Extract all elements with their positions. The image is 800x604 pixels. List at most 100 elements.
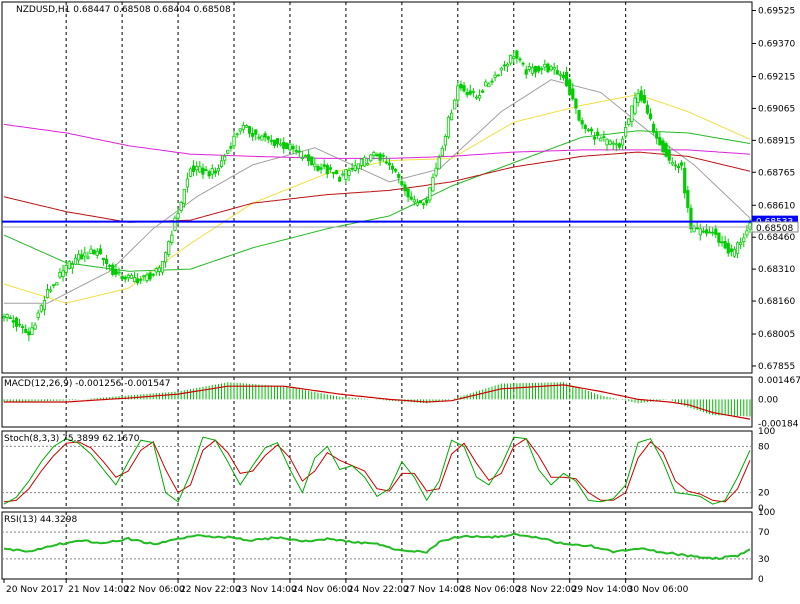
candle <box>325 163 329 179</box>
candle-body-bull <box>509 54 513 64</box>
candle <box>120 274 124 280</box>
candle <box>55 282 59 286</box>
price-tick-label: 0.69065 <box>758 104 795 114</box>
candle-body-bear <box>403 184 407 192</box>
x-tick-label: 29 Nov 14:00 <box>572 585 633 595</box>
candle-body-bear <box>655 131 659 139</box>
candle-body-bear <box>658 137 662 146</box>
candle-body-bear <box>400 181 404 186</box>
candle <box>58 268 62 280</box>
candle <box>17 318 22 328</box>
candle <box>617 142 622 150</box>
candle <box>27 327 31 342</box>
candle-body-bull <box>195 166 199 171</box>
candle-body-bull <box>474 96 479 99</box>
candle <box>375 152 379 158</box>
candle-body-bear <box>338 176 342 182</box>
candle-body-bull <box>549 66 553 71</box>
candle <box>390 163 395 174</box>
candle-body-bear <box>639 90 643 101</box>
candle <box>717 232 721 247</box>
price-tick-label: 0.67855 <box>758 362 795 372</box>
candle <box>129 273 134 280</box>
candle-body-bear <box>310 156 314 166</box>
candle <box>142 274 146 281</box>
candle <box>599 136 603 142</box>
candle-body-bear <box>711 231 715 234</box>
candle <box>350 162 354 173</box>
candle <box>608 139 612 146</box>
candle <box>185 172 189 193</box>
candle-body-bear <box>139 278 143 281</box>
candle <box>624 121 628 139</box>
candle-body-bull <box>260 135 264 141</box>
candle <box>241 121 245 134</box>
candle-body-bull <box>487 83 491 88</box>
candle-body-bear <box>207 171 211 177</box>
candle <box>481 89 485 93</box>
candle-body-bear <box>468 90 472 95</box>
rsi-label: RSI(13) 44.3298 <box>4 515 77 525</box>
last-price-label: 0.68508 <box>756 224 793 234</box>
candle <box>244 124 249 128</box>
candle-body-bear <box>652 123 656 133</box>
candle-body-bear <box>490 80 494 83</box>
candle <box>561 71 566 81</box>
price-tick-label: 0.69215 <box>758 72 795 82</box>
candle-body-bull <box>36 312 40 318</box>
pane-frame-price <box>1 1 753 374</box>
candle <box>344 169 348 185</box>
candle <box>139 275 143 285</box>
candle <box>449 109 454 121</box>
candle-body-bull <box>543 63 547 68</box>
candle-body-bull <box>493 74 497 78</box>
candle-body-bear <box>720 241 724 244</box>
candle-body-bear <box>695 227 699 230</box>
support-price-tag <box>752 215 798 227</box>
candle-body-bull <box>188 168 193 177</box>
candle-body-bull <box>129 274 134 279</box>
candle-body-bear <box>583 124 587 129</box>
candle-body-bull <box>437 157 441 170</box>
stoch-tick-label: 80 <box>758 442 770 452</box>
candle <box>465 88 469 98</box>
candle <box>627 118 631 127</box>
candle <box>303 154 308 158</box>
candle-body-bear <box>263 133 267 138</box>
candle <box>739 237 743 250</box>
candle-body-bull <box>341 173 345 176</box>
candle <box>443 134 447 151</box>
candle <box>192 160 196 177</box>
candle <box>288 142 292 152</box>
candle <box>586 127 590 133</box>
candle-body-bull <box>605 138 609 146</box>
candle <box>686 185 690 213</box>
candle <box>307 149 311 167</box>
candle <box>98 244 102 255</box>
candle <box>117 267 121 276</box>
candle-body-bear <box>683 167 687 194</box>
candle <box>412 195 416 206</box>
candle-body-bear <box>381 154 385 157</box>
candle-body-bull <box>359 158 364 166</box>
candle-body-bull <box>279 143 283 146</box>
stoch-tick-label: 0 <box>758 504 764 514</box>
candle <box>157 265 162 277</box>
candle-body-bull <box>182 188 186 204</box>
candle <box>596 127 600 140</box>
candle-body-bull <box>42 300 47 310</box>
price-tick-label: 0.68610 <box>758 201 795 211</box>
candle-body-bull <box>198 166 202 173</box>
price-tick-label: 0.68160 <box>758 297 795 307</box>
candle <box>195 161 199 176</box>
candle <box>70 260 74 274</box>
candle-body-bear <box>661 140 665 153</box>
candle <box>145 272 149 283</box>
candle <box>409 191 413 201</box>
x-tick-label: 22 Nov 22:00 <box>180 585 241 595</box>
candle <box>661 137 665 154</box>
candle <box>126 273 130 282</box>
candle-body-bear <box>521 62 525 65</box>
